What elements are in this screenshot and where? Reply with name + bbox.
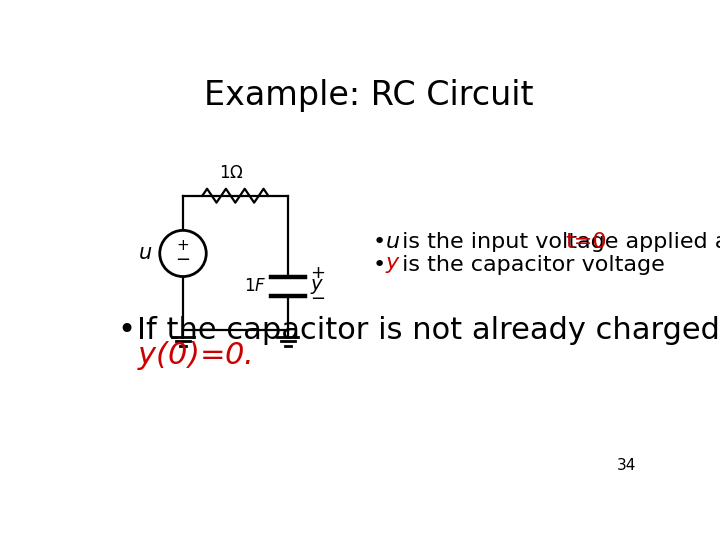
- Text: $y$: $y$: [310, 276, 324, 296]
- Text: $1\Omega$: $1\Omega$: [219, 164, 244, 182]
- Text: Example: RC Circuit: Example: RC Circuit: [204, 79, 534, 112]
- Text: •: •: [373, 255, 386, 275]
- Text: $u$: $u$: [385, 232, 400, 252]
- Text: •: •: [373, 232, 386, 252]
- Text: 34: 34: [617, 458, 636, 473]
- Text: $y$: $y$: [385, 255, 401, 275]
- Text: $1F$: $1F$: [243, 277, 266, 295]
- Text: is the capacitor voltage: is the capacitor voltage: [395, 255, 665, 275]
- Text: •: •: [117, 316, 135, 345]
- Text: $y$(0)=0.: $y$(0)=0.: [138, 339, 252, 372]
- Text: If the capacitor is not already charged then: If the capacitor is not already charged …: [138, 316, 720, 345]
- Text: is the input voltage applied at: is the input voltage applied at: [395, 232, 720, 252]
- Text: $u$: $u$: [138, 244, 152, 264]
- Text: +: +: [310, 265, 325, 282]
- Text: +: +: [176, 238, 189, 253]
- Text: t=0: t=0: [565, 232, 607, 252]
- Text: −: −: [310, 290, 325, 308]
- Text: −: −: [176, 252, 191, 269]
